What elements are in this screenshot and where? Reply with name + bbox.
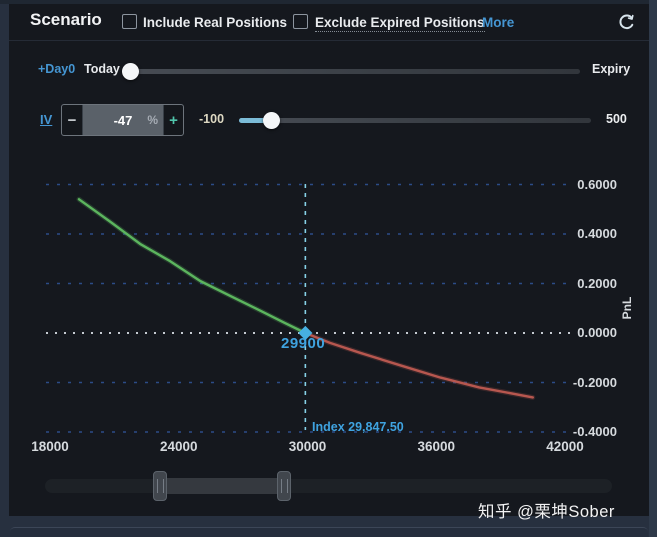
day-slider-start-label: Today [84,62,120,76]
y-tick-label: -0.2000 [572,374,617,390]
top-edge [0,0,657,4]
day-offset-label[interactable]: +Day0 [38,62,76,76]
iv-value-field[interactable]: -47 % [83,105,163,135]
y-tick-label: 0.6000 [577,176,617,192]
page-title: Scenario [30,10,102,29]
next-panel-edge [10,527,648,537]
x-tick-label: 42000 [546,439,584,454]
exclude-expired-positions-checkbox[interactable] [293,14,308,29]
include-real-positions-label[interactable]: Include Real Positions [143,15,288,30]
iv-slider-fill [239,118,273,123]
iv-label[interactable]: IV [40,112,53,127]
iv-stepper: − -47 % + [61,104,184,136]
range-scrollbar-right-handle[interactable] [277,471,291,501]
day-slider-end-label: Expiry [592,62,631,76]
watermark: 知乎 @栗坤Sober [478,503,615,521]
y-axis-title: PnL [620,296,634,320]
index-annotation: Index 29,847.50 [312,420,404,434]
refresh-icon[interactable] [615,11,637,33]
day-slider-track[interactable] [122,69,580,74]
iv-value: -47 [113,112,133,128]
header-divider [9,40,649,41]
iv-increment-button[interactable]: + [163,105,183,135]
day-slider-thumb[interactable] [122,63,139,80]
range-scrollbar-left-handle[interactable] [153,471,167,501]
exclude-expired-positions-label[interactable]: Exclude Expired Positions [315,15,485,32]
x-tick-label: 36000 [417,439,456,454]
y-tick-label: 0.0000 [577,325,617,340]
iv-decrement-button[interactable]: − [62,105,83,135]
include-real-positions-checkbox[interactable] [122,14,137,29]
more-link[interactable]: More [482,15,515,30]
iv-unit: % [147,113,158,127]
x-tick-label: 30000 [288,439,327,454]
y-tick-label: 0.2000 [577,275,617,291]
range-scrollbar-selection[interactable] [155,478,291,494]
crosshair-price-label: 29900 [281,335,326,352]
x-tick-label: 18000 [31,439,69,454]
x-tick-label: 24000 [159,439,198,454]
right-edge [649,0,657,537]
grip-icon [280,479,288,493]
y-tick-label: -0.4000 [572,424,617,439]
iv-slider-track[interactable] [239,118,591,123]
grip-icon [156,479,164,493]
iv-slider-max-label: 500 [606,112,627,126]
iv-slider-min-label: -100 [199,112,225,126]
iv-slider-thumb[interactable] [263,112,280,129]
y-tick-label: 0.4000 [577,226,617,241]
range-scrollbar-track[interactable] [45,479,612,493]
